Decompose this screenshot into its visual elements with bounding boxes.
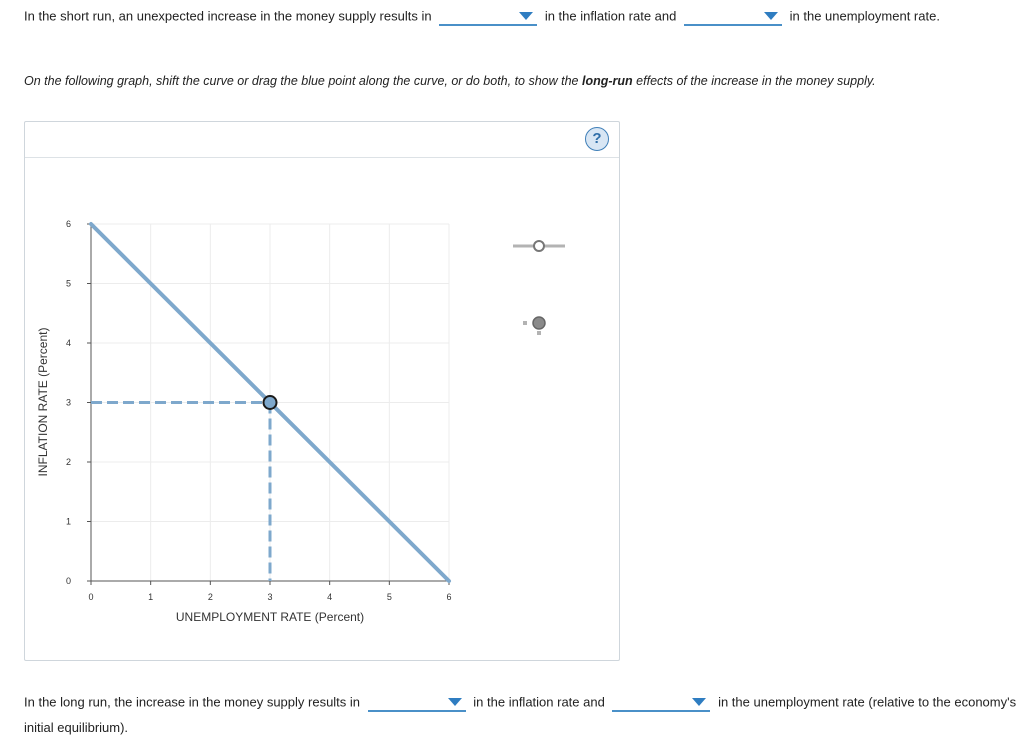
y-tick-label: 6: [66, 219, 71, 229]
x-ticks: 0 1 2 3 4 5 6: [88, 581, 452, 602]
x-tick-label: 6: [446, 592, 451, 602]
x-axis-label: UNEMPLOYMENT RATE (Percent): [176, 610, 364, 624]
graph-panel: ? 0 1 2 3 4 5 6 0 1 2 3 4 5 6 UNEMPLOYMENT RATE (Per…: [24, 121, 620, 661]
instruction-after: effects of the increase in the money sup…: [636, 74, 876, 88]
chevron-down-icon: [692, 698, 707, 706]
y-tick-label: 1: [66, 517, 71, 527]
equilibrium-point[interactable]: [262, 395, 278, 410]
q2-middle: in the inflation rate and: [473, 694, 605, 710]
y-tick-label: 3: [66, 398, 71, 408]
instruction-bold: long-run: [582, 74, 633, 88]
point-tool[interactable]: [523, 316, 546, 335]
q2-unemployment-dropdown[interactable]: [612, 694, 711, 712]
q1-unemployment-dropdown[interactable]: [684, 8, 782, 26]
guide-lines: [91, 401, 272, 581]
x-tick-label: 3: [267, 592, 272, 602]
x-tick-label: 0: [88, 592, 93, 602]
chevron-down-icon: [447, 698, 462, 706]
q2-inflation-dropdown[interactable]: [367, 694, 466, 712]
graph-instruction: On the following graph, shift the curve …: [24, 74, 876, 88]
y-axis-label: INFLATION RATE (Percent): [36, 328, 50, 477]
y-tick-label: 0: [66, 576, 71, 586]
chevron-down-icon: [519, 12, 534, 20]
question-long-run: In the long run, the increase in the mon…: [24, 694, 1016, 712]
q1-inflation-dropdown[interactable]: [439, 8, 538, 26]
phillips-curve-graph: 0 1 2 3 4 5 6 0 1 2 3 4 5 6 UNEMPLOYMENT RATE (Perce…: [36, 219, 565, 624]
help-icon[interactable]: ?: [585, 127, 609, 151]
q1-suffix: in the unemployment rate.: [789, 8, 940, 24]
y-tick-label: 5: [66, 279, 71, 289]
equilibrium-point-group: [262, 395, 278, 410]
y-tick-label: 4: [66, 338, 71, 348]
question-long-run-line2: initial equilibrium).: [24, 720, 129, 735]
q1-prefix: In the short run, an unexpected increase…: [24, 8, 432, 24]
x-tick-label: 4: [327, 592, 332, 602]
instruction-before: On the following graph, shift the curve …: [24, 74, 579, 88]
curve-tool[interactable]: [513, 240, 565, 252]
x-tick-label: 1: [148, 592, 153, 602]
q2-suffix: in the unemployment rate (relative to th…: [718, 694, 1017, 710]
q2-prefix: In the long run, the increase in the mon…: [24, 694, 361, 710]
question-short-run: In the short run, an unexpected increase…: [24, 8, 940, 26]
chevron-down-icon: [764, 12, 778, 20]
y-ticks: 0 1 2 3 4 5 6: [66, 219, 91, 586]
panel-divider: [25, 157, 619, 158]
x-tick-label: 2: [208, 592, 213, 602]
y-tick-label: 2: [66, 457, 71, 467]
x-tick-label: 5: [387, 592, 392, 602]
q1-middle: in the inflation rate and: [544, 8, 677, 24]
